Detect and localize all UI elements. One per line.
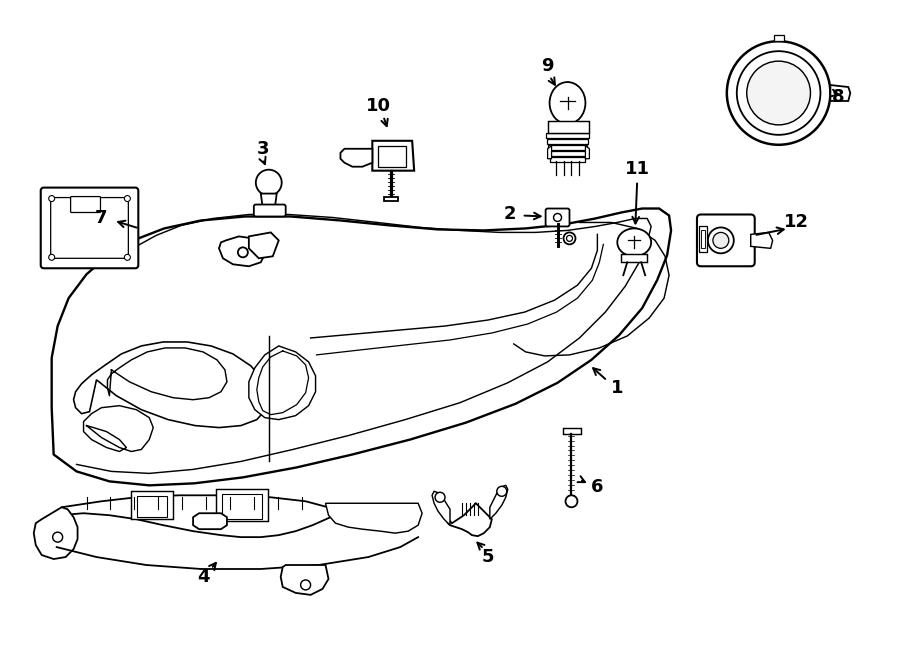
Circle shape (565, 495, 578, 507)
Polygon shape (222, 494, 262, 519)
Polygon shape (194, 513, 227, 529)
Polygon shape (41, 495, 418, 547)
Circle shape (727, 41, 831, 145)
Circle shape (49, 196, 55, 202)
Polygon shape (281, 565, 328, 595)
Polygon shape (51, 208, 671, 485)
Polygon shape (248, 233, 279, 258)
Text: 6: 6 (591, 479, 604, 496)
FancyBboxPatch shape (699, 227, 707, 253)
Text: 8: 8 (832, 88, 845, 106)
Polygon shape (131, 491, 173, 519)
FancyBboxPatch shape (254, 204, 285, 217)
Circle shape (566, 235, 572, 241)
Polygon shape (547, 146, 552, 159)
Polygon shape (340, 149, 373, 167)
Circle shape (53, 532, 63, 542)
Circle shape (124, 254, 130, 260)
Circle shape (708, 227, 734, 253)
Circle shape (554, 214, 562, 221)
Polygon shape (34, 507, 77, 559)
Polygon shape (219, 237, 265, 266)
Circle shape (713, 233, 729, 249)
Polygon shape (490, 485, 508, 519)
Circle shape (563, 233, 575, 245)
Circle shape (737, 51, 821, 135)
Polygon shape (550, 157, 585, 162)
Polygon shape (545, 133, 590, 137)
Polygon shape (261, 194, 276, 208)
Text: 7: 7 (95, 210, 108, 227)
Polygon shape (378, 146, 406, 167)
Circle shape (238, 247, 248, 257)
Text: 5: 5 (482, 548, 494, 566)
Polygon shape (562, 428, 581, 434)
Text: 4: 4 (197, 568, 210, 586)
FancyBboxPatch shape (545, 208, 570, 227)
Polygon shape (751, 233, 772, 249)
Polygon shape (326, 503, 422, 533)
Ellipse shape (617, 229, 652, 256)
Polygon shape (373, 141, 414, 171)
Polygon shape (549, 151, 587, 156)
Polygon shape (546, 139, 589, 144)
Polygon shape (74, 342, 268, 428)
Polygon shape (547, 145, 588, 150)
Circle shape (256, 170, 282, 196)
Text: 11: 11 (625, 160, 650, 178)
Text: 1: 1 (611, 379, 624, 397)
Circle shape (124, 196, 130, 202)
Polygon shape (831, 85, 850, 101)
FancyBboxPatch shape (701, 231, 705, 249)
Text: 10: 10 (365, 97, 391, 115)
FancyBboxPatch shape (50, 198, 129, 258)
Polygon shape (432, 491, 450, 525)
Circle shape (49, 254, 55, 260)
Text: 9: 9 (541, 57, 554, 75)
Text: 12: 12 (784, 214, 809, 231)
Polygon shape (547, 121, 590, 133)
Polygon shape (384, 196, 398, 200)
Polygon shape (621, 254, 647, 262)
Polygon shape (248, 346, 316, 420)
Polygon shape (774, 35, 784, 41)
Polygon shape (138, 496, 167, 517)
Polygon shape (448, 503, 491, 536)
Circle shape (301, 580, 310, 590)
Polygon shape (585, 146, 590, 159)
Text: 2: 2 (503, 206, 516, 223)
Polygon shape (216, 489, 268, 521)
Ellipse shape (550, 82, 585, 124)
Circle shape (435, 492, 445, 502)
Circle shape (747, 61, 811, 125)
Text: 3: 3 (256, 139, 269, 158)
FancyBboxPatch shape (697, 214, 755, 266)
FancyBboxPatch shape (70, 196, 101, 212)
Circle shape (497, 486, 507, 496)
FancyBboxPatch shape (40, 188, 139, 268)
